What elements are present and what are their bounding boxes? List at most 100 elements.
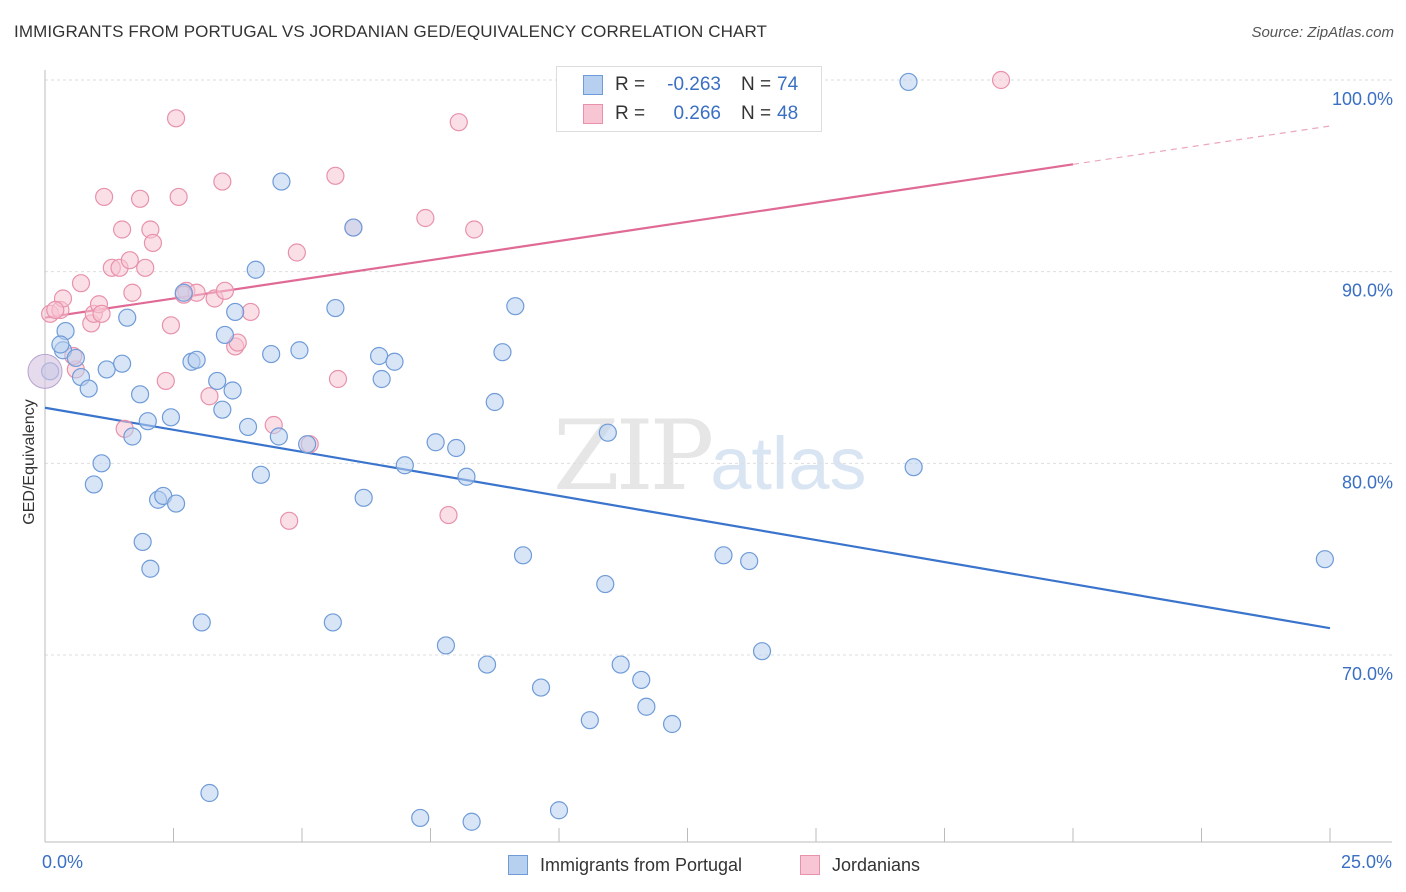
legend-swatch-pink bbox=[800, 855, 820, 875]
point-jordanians bbox=[130, 189, 150, 208]
point-portugal bbox=[632, 670, 651, 690]
point-portugal bbox=[580, 711, 599, 730]
point-jordanians bbox=[112, 220, 132, 239]
point-jordanians bbox=[200, 387, 219, 406]
point-portugal bbox=[138, 412, 157, 431]
point-portugal bbox=[549, 801, 569, 820]
legend-swatch-blue bbox=[583, 75, 603, 95]
point-portugal bbox=[637, 697, 656, 716]
point-portugal bbox=[506, 297, 525, 316]
point-portugal bbox=[426, 433, 445, 452]
point-portugal bbox=[740, 551, 759, 571]
point-portugal bbox=[84, 475, 103, 494]
point-jordanians bbox=[120, 251, 139, 270]
y-tick-label: 70.0% bbox=[1342, 664, 1393, 684]
point-portugal bbox=[130, 385, 150, 404]
point-jordanians bbox=[156, 371, 175, 391]
y-tick-labels: 100.0% 90.0% 80.0% 70.0% bbox=[1332, 89, 1393, 684]
watermark: ZIPatlas bbox=[553, 400, 867, 512]
point-jordanians bbox=[213, 172, 232, 191]
point-portugal bbox=[899, 72, 918, 92]
point-portugal bbox=[1315, 550, 1334, 569]
legend-label-jordanians: Jordanians bbox=[832, 854, 921, 875]
bottom-legend-jordanians: Jordanians bbox=[800, 852, 920, 878]
point-portugal bbox=[323, 613, 342, 632]
y-tick-label: 90.0% bbox=[1342, 281, 1393, 301]
point-portugal bbox=[477, 655, 497, 674]
r-label: R = bbox=[615, 74, 646, 95]
point-jordanians bbox=[991, 70, 1011, 90]
point-portugal bbox=[213, 400, 232, 419]
point-portugal bbox=[187, 350, 206, 369]
point-portugal bbox=[174, 283, 193, 302]
point-portugal bbox=[436, 636, 456, 655]
stats-legend-row-portugal: R = -0.263 N = 74 bbox=[557, 71, 798, 99]
gridlines bbox=[45, 79, 1392, 656]
point-portugal bbox=[272, 172, 291, 191]
r-value: 0.266 bbox=[673, 103, 721, 124]
point-portugal bbox=[51, 335, 70, 354]
n-label: N = bbox=[741, 74, 772, 95]
point-portugal bbox=[485, 392, 504, 412]
point-portugal bbox=[462, 812, 481, 831]
point-portugal bbox=[298, 435, 317, 454]
watermark-zip: ZIP bbox=[553, 400, 714, 512]
point-portugal bbox=[714, 546, 733, 565]
point-portugal bbox=[395, 456, 414, 475]
legend-label-portugal: Immigrants from Portugal bbox=[540, 854, 743, 875]
point-jordanians bbox=[71, 274, 91, 293]
legend-swatch-pink bbox=[583, 104, 603, 124]
point-portugal bbox=[161, 408, 181, 427]
point-portugal bbox=[372, 369, 391, 389]
point-jordanians bbox=[92, 304, 111, 323]
point-portugal bbox=[598, 423, 617, 442]
point-portugal bbox=[192, 613, 211, 632]
y-axis-label: GED/Equivalency bbox=[21, 399, 38, 525]
stats-legend-row-jordanians: R = 0.266 N = 48 bbox=[557, 100, 798, 128]
point-portugal bbox=[208, 371, 227, 391]
trend-line-portugal bbox=[44, 406, 1331, 630]
point-portugal bbox=[531, 678, 551, 697]
point-jordanians bbox=[328, 369, 348, 389]
point-portugal bbox=[66, 348, 85, 368]
point-portugal bbox=[123, 427, 142, 446]
point-portugal bbox=[904, 458, 923, 477]
point-portugal bbox=[133, 532, 152, 552]
point-jordanians bbox=[280, 511, 299, 530]
point-portugal bbox=[79, 379, 98, 398]
point-jordanians bbox=[416, 208, 435, 228]
data-points bbox=[27, 70, 1334, 831]
point-jordanians bbox=[439, 505, 458, 525]
point-portugal bbox=[92, 454, 111, 473]
r-label: R = bbox=[615, 103, 646, 124]
point-portugal bbox=[238, 417, 258, 437]
point-portugal bbox=[411, 808, 430, 828]
r-value: -0.263 bbox=[667, 74, 721, 95]
point-portugal bbox=[97, 360, 116, 379]
point-jordanians bbox=[166, 109, 186, 128]
n-label: N = bbox=[741, 103, 772, 124]
point-jordanians bbox=[215, 281, 234, 300]
point-jordanians bbox=[143, 233, 163, 253]
point-portugal bbox=[269, 427, 288, 446]
point-portugal bbox=[118, 308, 137, 327]
point-portugal bbox=[344, 218, 363, 237]
point-portugal bbox=[215, 325, 234, 345]
point-portugal bbox=[662, 714, 682, 734]
n-value: 74 bbox=[777, 74, 799, 95]
point-portugal bbox=[141, 559, 160, 578]
source-label: Source: ZipAtlas.com bbox=[1251, 24, 1394, 41]
point-jordanians bbox=[95, 187, 114, 207]
point-jordanians bbox=[287, 243, 306, 262]
point-portugal bbox=[27, 353, 63, 389]
point-jordanians bbox=[46, 300, 65, 320]
point-portugal bbox=[447, 438, 466, 458]
point-portugal bbox=[611, 655, 630, 674]
point-jordanians bbox=[136, 258, 155, 277]
point-portugal bbox=[262, 344, 281, 364]
axes bbox=[44, 70, 1392, 843]
point-portugal bbox=[246, 260, 265, 279]
point-portugal bbox=[354, 488, 373, 507]
point-jordanians bbox=[465, 220, 484, 239]
point-portugal bbox=[226, 302, 245, 322]
